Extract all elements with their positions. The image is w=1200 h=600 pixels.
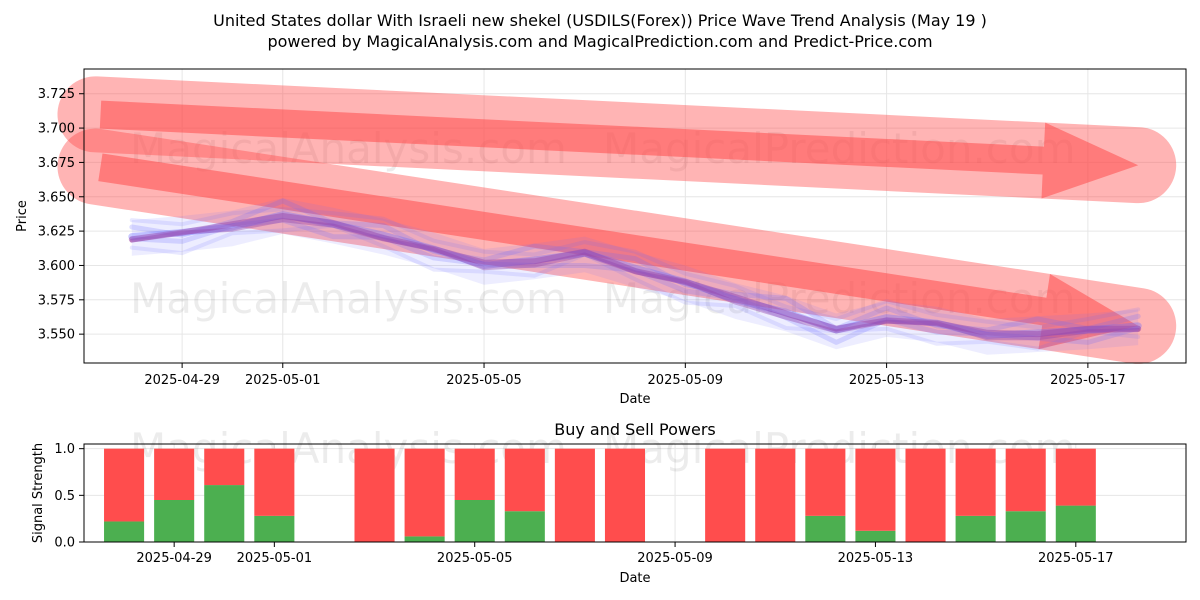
sell-bar: [104, 448, 145, 522]
sell-bar: [604, 448, 646, 542]
price-y-tick-label: 3.550: [38, 328, 75, 343]
sell-bar: [154, 448, 195, 500]
buy-bar: [454, 500, 495, 542]
price-x-tick-label: 2025-05-13: [849, 373, 925, 388]
power-y-tick-label: 0.0: [54, 536, 75, 551]
power-plot-frame: [83, 443, 1187, 543]
buy-bar: [955, 515, 996, 542]
buy-bar: [154, 500, 195, 542]
price-plot-frame: [83, 68, 1187, 364]
price-wave-line: [129, 218, 1141, 341]
price-y-tick-label: 3.725: [38, 87, 75, 102]
price-wave-line: [129, 198, 1141, 333]
price-wave-line: [128, 211, 1142, 339]
buy-bar: [404, 536, 445, 542]
price-x-tick-label: 2025-05-17: [1050, 373, 1126, 388]
power-x-axis-label: Date: [619, 571, 650, 586]
buy-bar: [104, 521, 145, 542]
buy-bar: [1005, 511, 1046, 542]
power-x-tick-label: 2025-05-13: [838, 551, 914, 566]
power-bars: [104, 448, 1096, 542]
sell-bar: [755, 448, 796, 542]
price-wave-line: [129, 223, 1141, 351]
sell-bar: [1005, 448, 1046, 512]
price-panel: MagicalAnalysis.com MagicalPrediction.co…: [15, 68, 1187, 407]
sell-bar: [404, 448, 445, 537]
power-x-tick-label: 2025-05-09: [637, 551, 713, 566]
price-y-axis-label: Price: [15, 200, 30, 232]
chart-subtitle: powered by MagicalAnalysis.com and Magic…: [267, 32, 932, 51]
sell-bar: [705, 448, 746, 542]
trend-bands: [57, 76, 1177, 364]
sell-bar: [805, 448, 846, 516]
sell-bar: [554, 448, 595, 542]
trend-arrow-1: [99, 100, 1139, 199]
price-wave-line: [128, 213, 1142, 338]
price-x-tick-label: 2025-05-09: [648, 373, 724, 388]
price-x-tick-label: 2025-04-29: [144, 373, 220, 388]
power-x-tick-label: 2025-05-05: [437, 551, 513, 566]
price-x-tick-label: 2025-05-05: [446, 373, 522, 388]
price-x-axis-label: Date: [619, 392, 650, 407]
power-panel-title: Buy and Sell Powers: [554, 420, 716, 439]
sell-bar: [454, 448, 495, 500]
trend-arrow-2: [98, 153, 1139, 350]
power-y-tick-label: 0.5: [54, 489, 75, 504]
price-y-tick-label: 3.650: [38, 190, 75, 205]
price-x-tick-label: 2025-05-01: [245, 373, 321, 388]
buy-bar: [254, 515, 295, 542]
buy-bar: [805, 515, 846, 542]
price-y-tick-label: 3.700: [38, 122, 75, 137]
watermark-left-power: MagicalAnalysis.com: [130, 424, 567, 473]
power-x-tick-label: 2025-04-29: [136, 551, 212, 566]
sell-bar: [905, 448, 946, 542]
price-wave-envelope: [131, 198, 1139, 355]
sell-bar: [955, 448, 996, 516]
buy-bar: [855, 530, 896, 542]
power-y-tick-label: 1.0: [54, 442, 75, 457]
watermark-left-bottom: MagicalAnalysis.com: [130, 274, 567, 323]
wave-lines: [128, 198, 1142, 355]
power-x-ticks: 2025-04-29 2025-05-01 2025-05-05 2025-05-09…: [136, 542, 1114, 566]
price-y-tick-label: 3.675: [38, 156, 75, 171]
price-wave-line: [129, 217, 1141, 345]
sell-bar: [354, 448, 395, 542]
power-y-ticks: 0.0 0.5 1.0: [54, 442, 84, 551]
price-y-ticks: 3.550 3.575 3.600 3.625 3.650 3.675 3.700 3.725: [38, 87, 84, 343]
price-y-tick-label: 3.600: [38, 259, 75, 274]
power-x-tick-label: 2025-05-01: [237, 551, 313, 566]
price-y-tick-label: 3.575: [38, 293, 75, 308]
price-x-ticks: 2025-04-29 2025-05-01 2025-05-05 2025-05-09…: [144, 363, 1126, 388]
chart-title: United States dollar With Israeli new sh…: [213, 11, 987, 30]
sell-bar: [254, 448, 295, 516]
buy-bar: [204, 485, 245, 542]
buy-bar: [504, 511, 545, 542]
sell-bar: [504, 448, 545, 512]
sell-bar: [1055, 448, 1096, 506]
power-y-axis-label: Signal Strength: [31, 443, 46, 543]
power-x-tick-label: 2025-05-17: [1038, 551, 1114, 566]
sell-bar: [855, 448, 896, 531]
sell-bar: [204, 448, 245, 486]
buy-bar: [1055, 505, 1096, 542]
power-panel: Buy and Sell Powers MagicalAnalysis.com …: [31, 420, 1187, 586]
price-wave-line: [129, 207, 1141, 330]
price-y-tick-label: 3.625: [38, 225, 75, 240]
